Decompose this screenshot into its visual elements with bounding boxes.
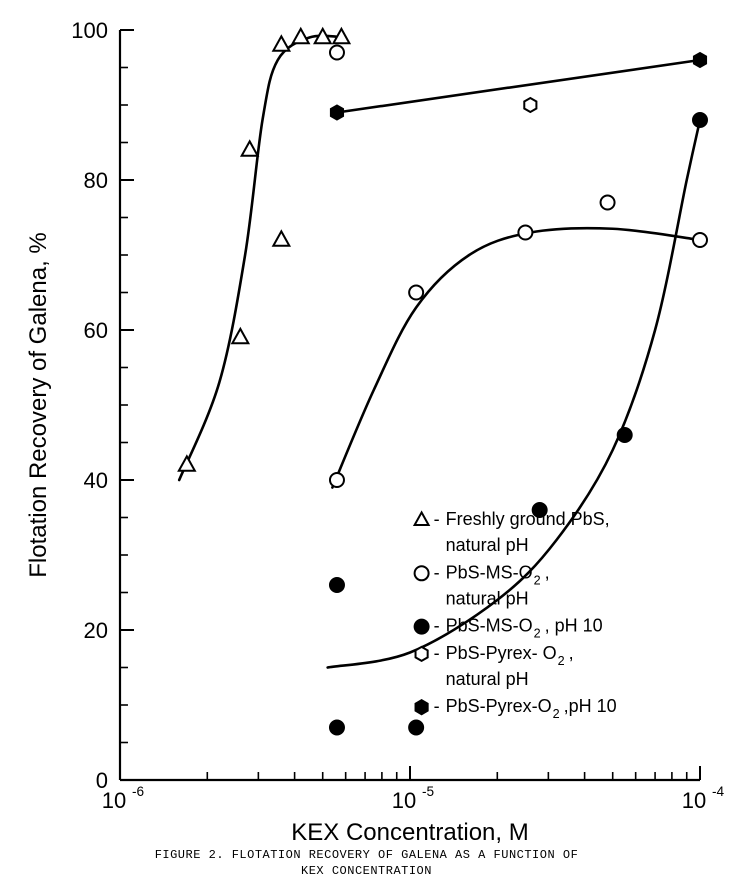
svg-text:PbS-Pyrex-O: PbS-Pyrex-O bbox=[446, 696, 552, 716]
svg-text:10: 10 bbox=[102, 788, 126, 813]
svg-text:Freshly ground PbS,: Freshly ground PbS, bbox=[446, 509, 610, 529]
svg-text:-: - bbox=[434, 509, 440, 529]
svg-text:100: 100 bbox=[71, 18, 108, 43]
svg-text:-4: -4 bbox=[712, 784, 725, 799]
svg-text:40: 40 bbox=[84, 468, 108, 493]
svg-text:PbS-MS-O: PbS-MS-O bbox=[446, 562, 533, 582]
svg-text:,: , bbox=[569, 643, 574, 663]
svg-text:KEX Concentration, M: KEX Concentration, M bbox=[291, 819, 528, 846]
svg-text:natural pH: natural pH bbox=[446, 535, 529, 555]
svg-text:Flotation Recovery of Galena,: Flotation Recovery of Galena, % bbox=[25, 232, 52, 578]
svg-text:,pH 10: ,pH 10 bbox=[564, 696, 617, 716]
svg-text:-6: -6 bbox=[132, 784, 144, 799]
svg-text:-: - bbox=[434, 643, 440, 663]
flotation-recovery-chart: 02040608010010-610-510-4KEX Concentratio… bbox=[0, 0, 733, 894]
figure-caption-line2: KEX CONCENTRATION bbox=[0, 864, 733, 878]
figure-caption-line1: FIGURE 2. FLOTATION RECOVERY OF GALENA A… bbox=[0, 848, 733, 862]
svg-text:80: 80 bbox=[84, 168, 108, 193]
svg-text:natural pH: natural pH bbox=[446, 588, 529, 608]
svg-text:PbS-MS-O: PbS-MS-O bbox=[446, 616, 533, 636]
svg-text:-: - bbox=[434, 616, 440, 636]
svg-text:-5: -5 bbox=[422, 784, 434, 799]
svg-text:2: 2 bbox=[553, 707, 560, 721]
svg-text:,: , bbox=[545, 562, 550, 582]
svg-text:2: 2 bbox=[534, 573, 541, 587]
svg-text:10: 10 bbox=[682, 788, 706, 813]
svg-text:10: 10 bbox=[392, 788, 416, 813]
svg-text:60: 60 bbox=[84, 318, 108, 343]
figure-container: 02040608010010-610-510-4KEX Concentratio… bbox=[0, 0, 733, 894]
svg-text:2: 2 bbox=[534, 627, 541, 641]
svg-text:2: 2 bbox=[558, 654, 565, 668]
svg-text:natural pH: natural pH bbox=[446, 669, 529, 689]
svg-text:20: 20 bbox=[84, 618, 108, 643]
svg-text:PbS-Pyrex- O: PbS-Pyrex- O bbox=[446, 643, 557, 663]
svg-text:-: - bbox=[434, 562, 440, 582]
svg-text:, pH 10: , pH 10 bbox=[545, 616, 603, 636]
svg-text:-: - bbox=[434, 696, 440, 716]
